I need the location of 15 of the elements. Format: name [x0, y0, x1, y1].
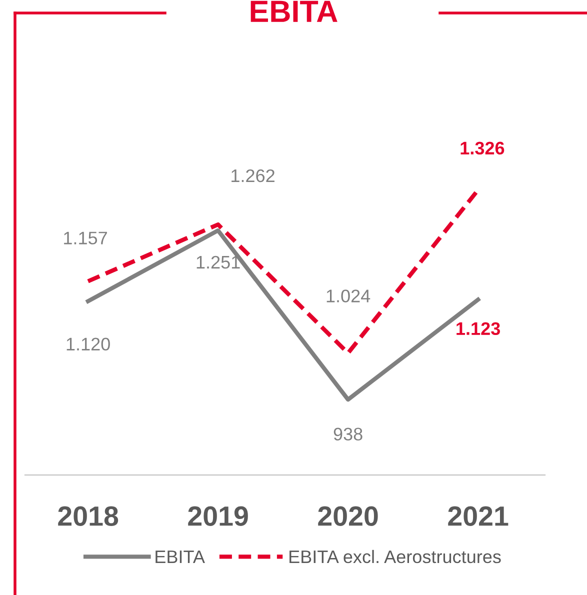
data-label: 1.262: [232, 169, 274, 182]
legend-label: EBITA excl. Aerostructures: [290, 550, 501, 564]
data-label: 1.326: [460, 142, 504, 155]
data-label: 1.157: [64, 232, 107, 244]
data-label: 1.251: [196, 256, 240, 269]
legend-label: EBITA: [156, 550, 205, 564]
data-label: 1.123: [456, 322, 500, 336]
data-label: 1.120: [66, 338, 110, 351]
x-tick-label: 2019: [188, 506, 248, 526]
x-tick-label: 2018: [58, 506, 118, 526]
x-tick-label: 2021: [448, 506, 508, 526]
chart-title: EBITA: [250, 0, 338, 22]
data-label: 938: [334, 428, 362, 441]
data-label: 1.024: [326, 290, 370, 302]
x-tick-label: 2020: [318, 506, 378, 526]
